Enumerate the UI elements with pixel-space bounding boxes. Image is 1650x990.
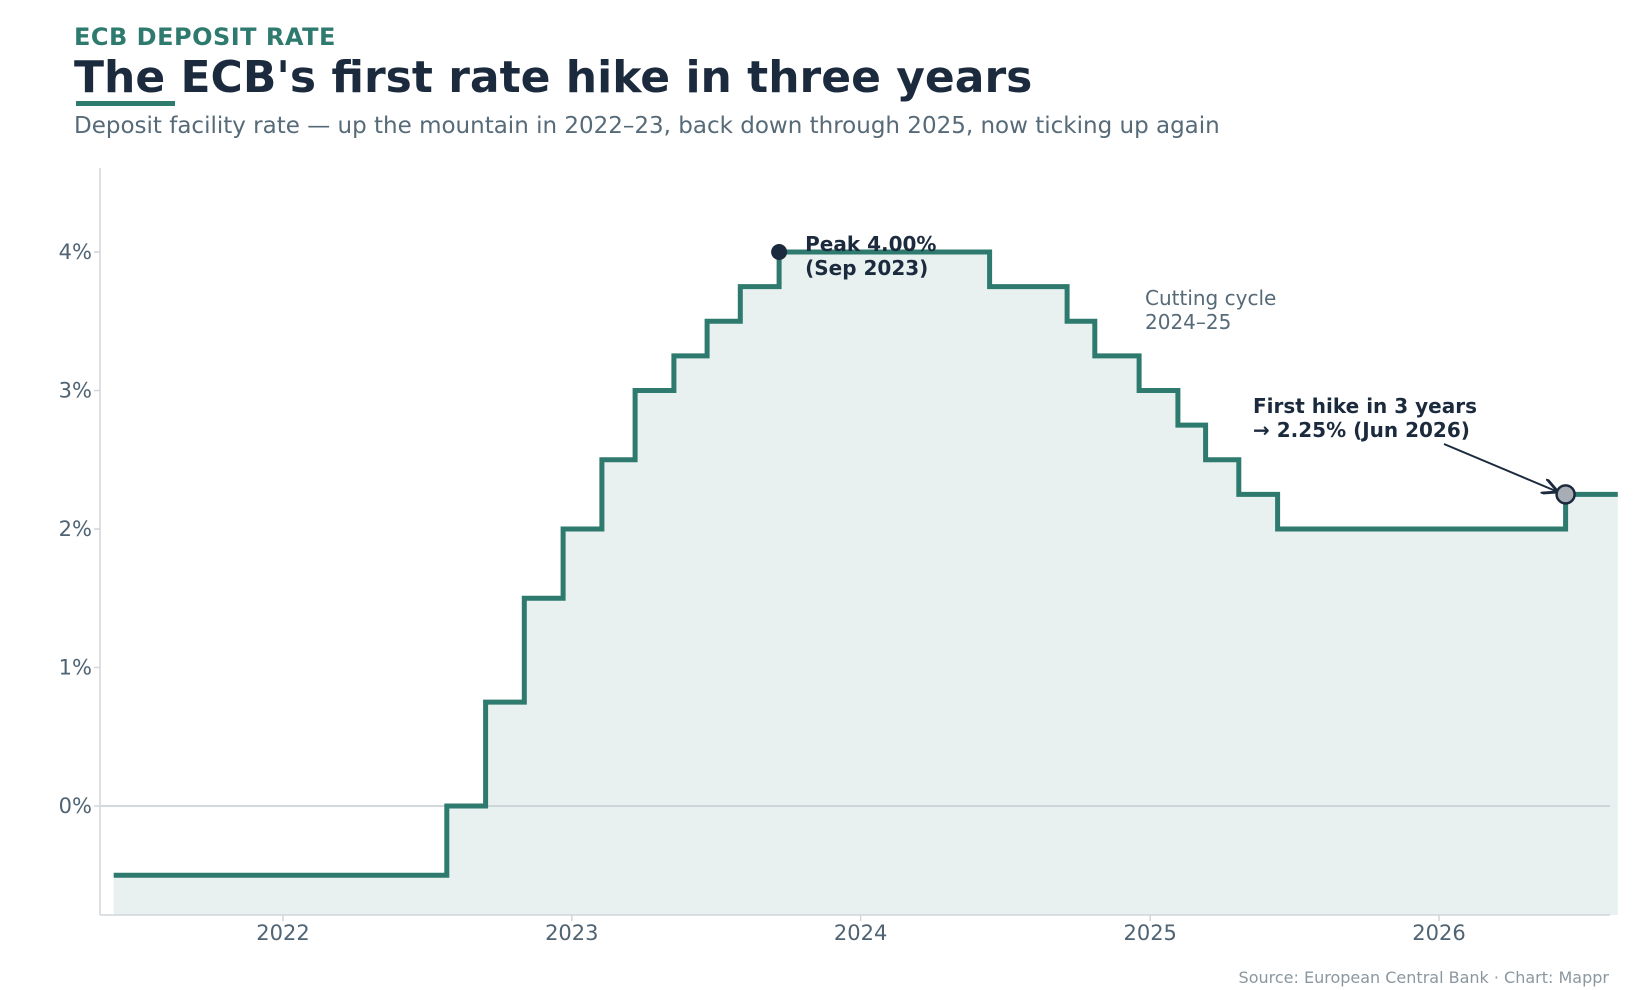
- subtitle: Deposit facility rate — up the mountain …: [74, 113, 1220, 139]
- y-tick-label: 2%: [59, 517, 92, 541]
- y-tick-label: 1%: [59, 656, 92, 680]
- peak-marker: [771, 244, 788, 260]
- x-tick-label: 2022: [256, 921, 309, 945]
- annotations: Peak 4.00% (Sep 2023) Cutting cycle 2024–25…: [805, 232, 1556, 491]
- page-title: The ECB's first rate hike in three years: [74, 52, 1032, 103]
- peak-annotation: Peak 4.00% (Sep 2023): [805, 232, 936, 280]
- rate-line: [113, 249, 1618, 878]
- y-ticks: 0% 1% 2% 3% 4%: [59, 240, 100, 818]
- title-underline: [76, 101, 175, 106]
- x-tick-label: 2023: [545, 921, 598, 945]
- hike-annotation: First hike in 3 years → 2.25% (Jun 2026): [1253, 394, 1477, 442]
- source-note: Source: European Central Bank · Chart: M…: [1239, 968, 1610, 987]
- plot-area: 0% 1% 2% 3% 4% 2022 2023 2024 2025 2026 Peak 4.0…: [59, 168, 1618, 945]
- x-ticks: 2022 2023 2024 2025 2026: [256, 915, 1466, 945]
- y-tick-label: 4%: [59, 240, 92, 264]
- x-tick-label: 2025: [1123, 921, 1176, 945]
- cutting-cycle-annotation: Cutting cycle 2024–25: [1145, 286, 1276, 334]
- y-tick-label: 3%: [59, 379, 92, 403]
- latest-marker: [1555, 484, 1576, 505]
- y-tick-label: 0%: [59, 794, 92, 818]
- kicker: ECB DEPOSIT RATE: [74, 23, 336, 51]
- x-tick-label: 2024: [834, 921, 887, 945]
- hike-arrow: [1443, 443, 1557, 491]
- area-fill: [113, 252, 1618, 915]
- x-tick-label: 2026: [1412, 921, 1465, 945]
